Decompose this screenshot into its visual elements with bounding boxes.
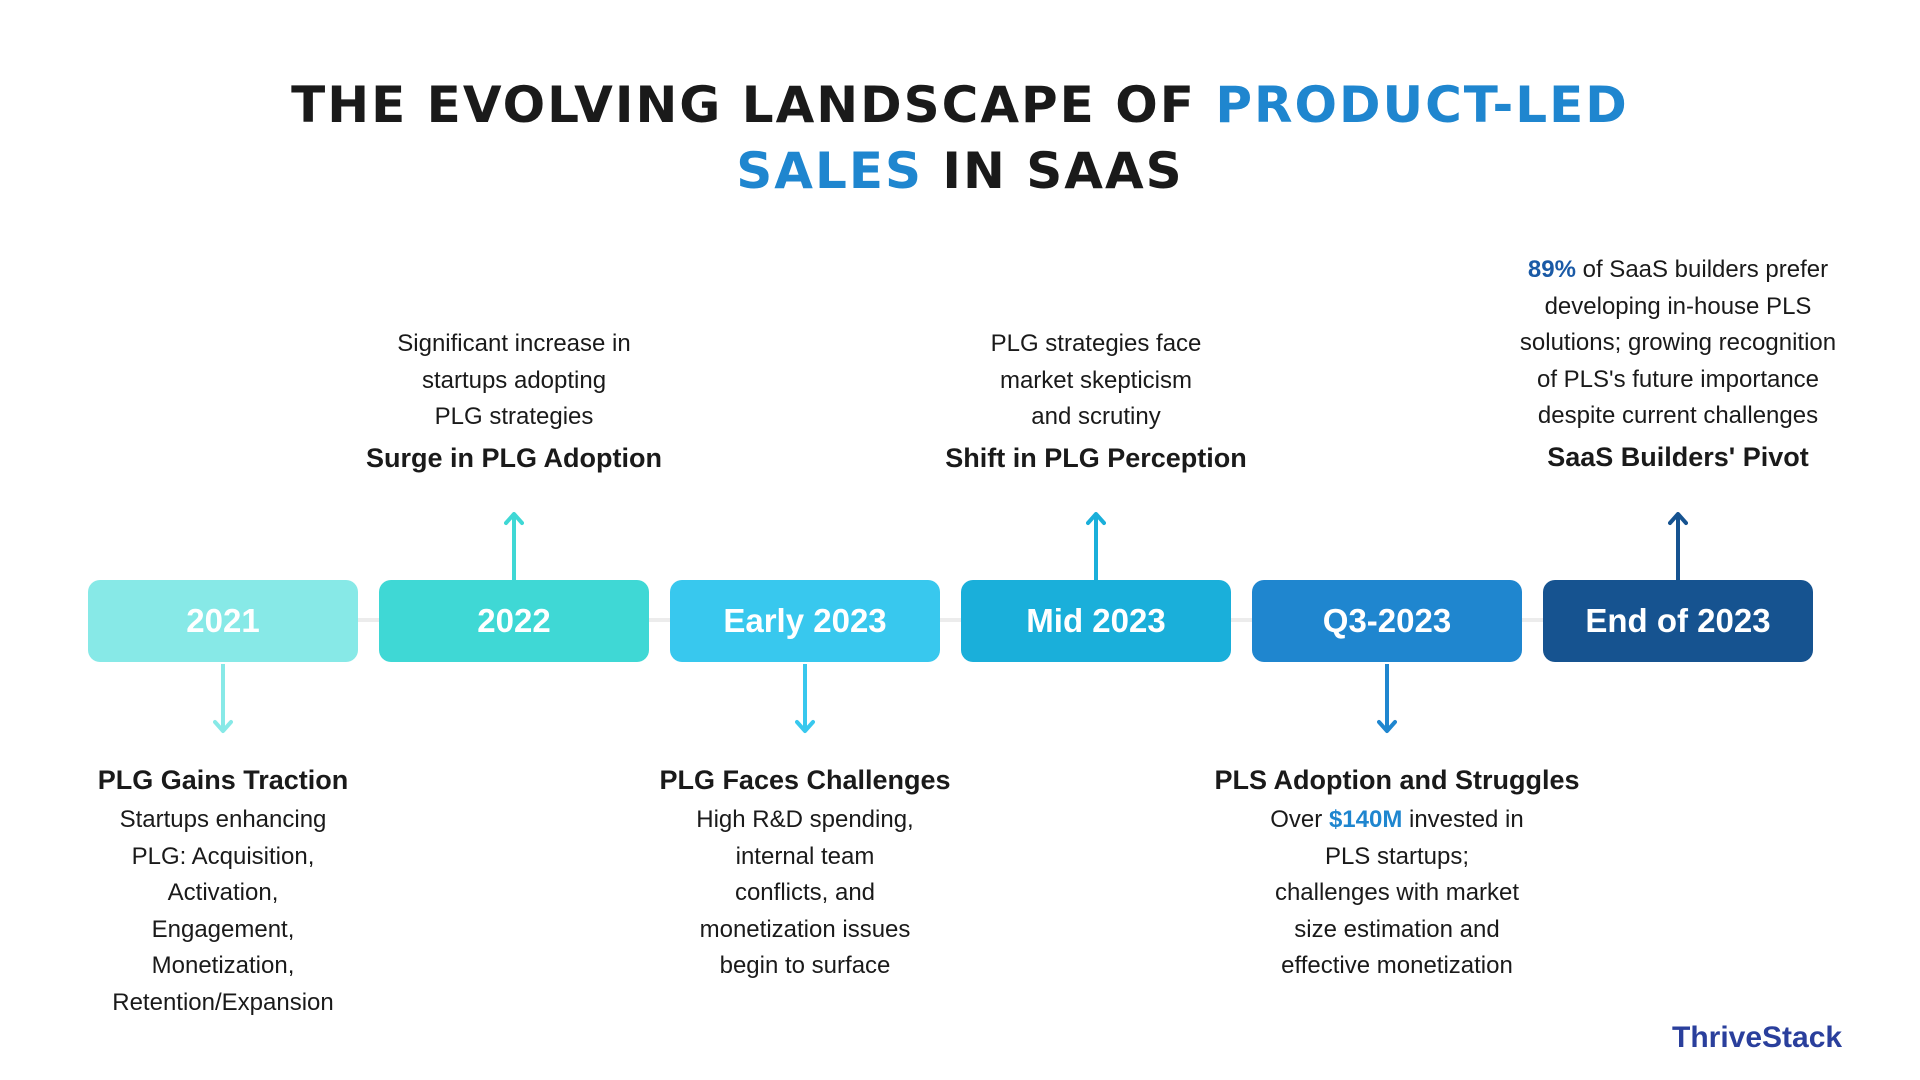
event-plg-faces-challenges: PLG Faces Challenges High R&D spending, … <box>615 762 995 985</box>
desc-line: startups adopting <box>421 366 607 394</box>
desc-line: developing in-house PLS <box>1544 292 1812 320</box>
timeline-box-early-2023: Early 2023 <box>670 580 940 662</box>
event-description: Significant increase in startups adoptin… <box>324 326 704 436</box>
event-title: PLS Adoption and Struggles <box>1214 765 1580 795</box>
desc-line: Monetization, <box>151 952 295 979</box>
desc-line: begin to surface <box>719 952 891 979</box>
desc-line: of PLS's future importance <box>1536 365 1820 393</box>
desc-text: Over <box>1270 806 1329 833</box>
title-text: THE EVOLVING LANDSCAPE OF <box>291 76 1216 134</box>
event-title: SaaS Builders' Pivot <box>1547 441 1809 472</box>
desc-line: PLG: Acquisition, <box>131 842 315 870</box>
event-title: PLG Gains Traction <box>97 765 349 795</box>
arrow-up-icon <box>1668 512 1688 580</box>
page-title: THE EVOLVING LANDSCAPE OF PRODUCT-LED SA… <box>0 72 1920 204</box>
desc-line: effective monetization <box>1281 952 1513 979</box>
desc-line: High R&D spending, <box>696 806 914 833</box>
desc-line: Retention/Expansion <box>112 988 334 1016</box>
event-description: 89% of SaaS builders prefer developing i… <box>1468 252 1888 435</box>
desc-text: of SaaS builders prefer <box>1575 256 1829 283</box>
timeline-box-mid-2023: Mid 2023 <box>961 580 1231 662</box>
stat-highlight: 89% <box>1527 256 1576 283</box>
event-surge-in-plg-adoption: Significant increase in startups adoptin… <box>324 326 704 476</box>
event-saas-builders-pivot: 89% of SaaS builders prefer developing i… <box>1468 252 1888 475</box>
desc-line: Significant increase in <box>397 330 631 357</box>
desc-line: internal team <box>735 842 875 870</box>
event-pls-adoption-and-struggles: PLS Adoption and Struggles Over $140M in… <box>1187 762 1607 985</box>
desc-line: Engagement, <box>151 915 295 943</box>
title-highlight: PRODUCT-LED <box>1215 76 1629 134</box>
event-description: PLG strategies face market skepticism an… <box>906 326 1286 436</box>
desc-line: PLG strategies <box>434 403 594 430</box>
timeline-box-end-2023: End of 2023 <box>1543 580 1813 662</box>
arrow-down-icon <box>213 664 233 734</box>
desc-line: monetization issues <box>699 915 911 943</box>
event-title: Surge in PLG Adoption <box>366 442 662 473</box>
timeline-axis <box>110 618 1810 622</box>
title-text: IN SAAS <box>923 142 1184 200</box>
timeline-box-2021: 2021 <box>88 580 358 662</box>
event-plg-gains-traction: PLG Gains Traction Startups enhancing PL… <box>33 762 413 1021</box>
event-description: High R&D spending, internal team conflic… <box>615 802 995 985</box>
desc-line: Activation, <box>167 879 279 906</box>
desc-line: despite current challenges <box>1537 402 1819 429</box>
title-line-2: SALES IN SAAS <box>0 138 1920 204</box>
event-shift-in-plg-perception: PLG strategies face market skepticism an… <box>906 326 1286 476</box>
desc-line: size estimation and <box>1294 915 1500 943</box>
desc-line: 89% of SaaS builders prefer <box>1468 252 1888 289</box>
desc-line: market skepticism <box>999 366 1193 394</box>
desc-line: conflicts, and <box>734 879 876 906</box>
arrow-down-icon <box>795 664 815 734</box>
stat-highlight: $140M <box>1328 806 1403 833</box>
event-title: Shift in PLG Perception <box>945 442 1247 473</box>
arrow-up-icon <box>504 512 524 580</box>
desc-line: and scrutiny <box>1031 403 1161 430</box>
timeline-box-2022: 2022 <box>379 580 649 662</box>
desc-line: challenges with market <box>1274 879 1520 906</box>
arrow-down-icon <box>1377 664 1397 734</box>
arrow-up-icon <box>1086 512 1106 580</box>
desc-text: invested in <box>1402 806 1524 833</box>
event-description: Startups enhancing PLG: Acquisition, Act… <box>33 802 413 1021</box>
event-title: PLG Faces Challenges <box>659 765 951 795</box>
event-description: Over $140M invested in PLS startups; cha… <box>1187 802 1607 985</box>
title-highlight: SALES <box>736 142 924 200</box>
desc-line: PLG strategies face <box>990 330 1202 357</box>
desc-line: Startups enhancing <box>119 806 327 833</box>
desc-line: PLS startups; <box>1324 842 1470 870</box>
desc-line: solutions; growing recognition <box>1519 329 1837 356</box>
timeline-box-q3-2023: Q3-2023 <box>1252 580 1522 662</box>
title-line-1: THE EVOLVING LANDSCAPE OF PRODUCT-LED <box>0 72 1920 138</box>
thrivestack-logo: ThriveStack <box>1672 1021 1843 1054</box>
desc-line: Over $140M invested in <box>1187 802 1607 839</box>
